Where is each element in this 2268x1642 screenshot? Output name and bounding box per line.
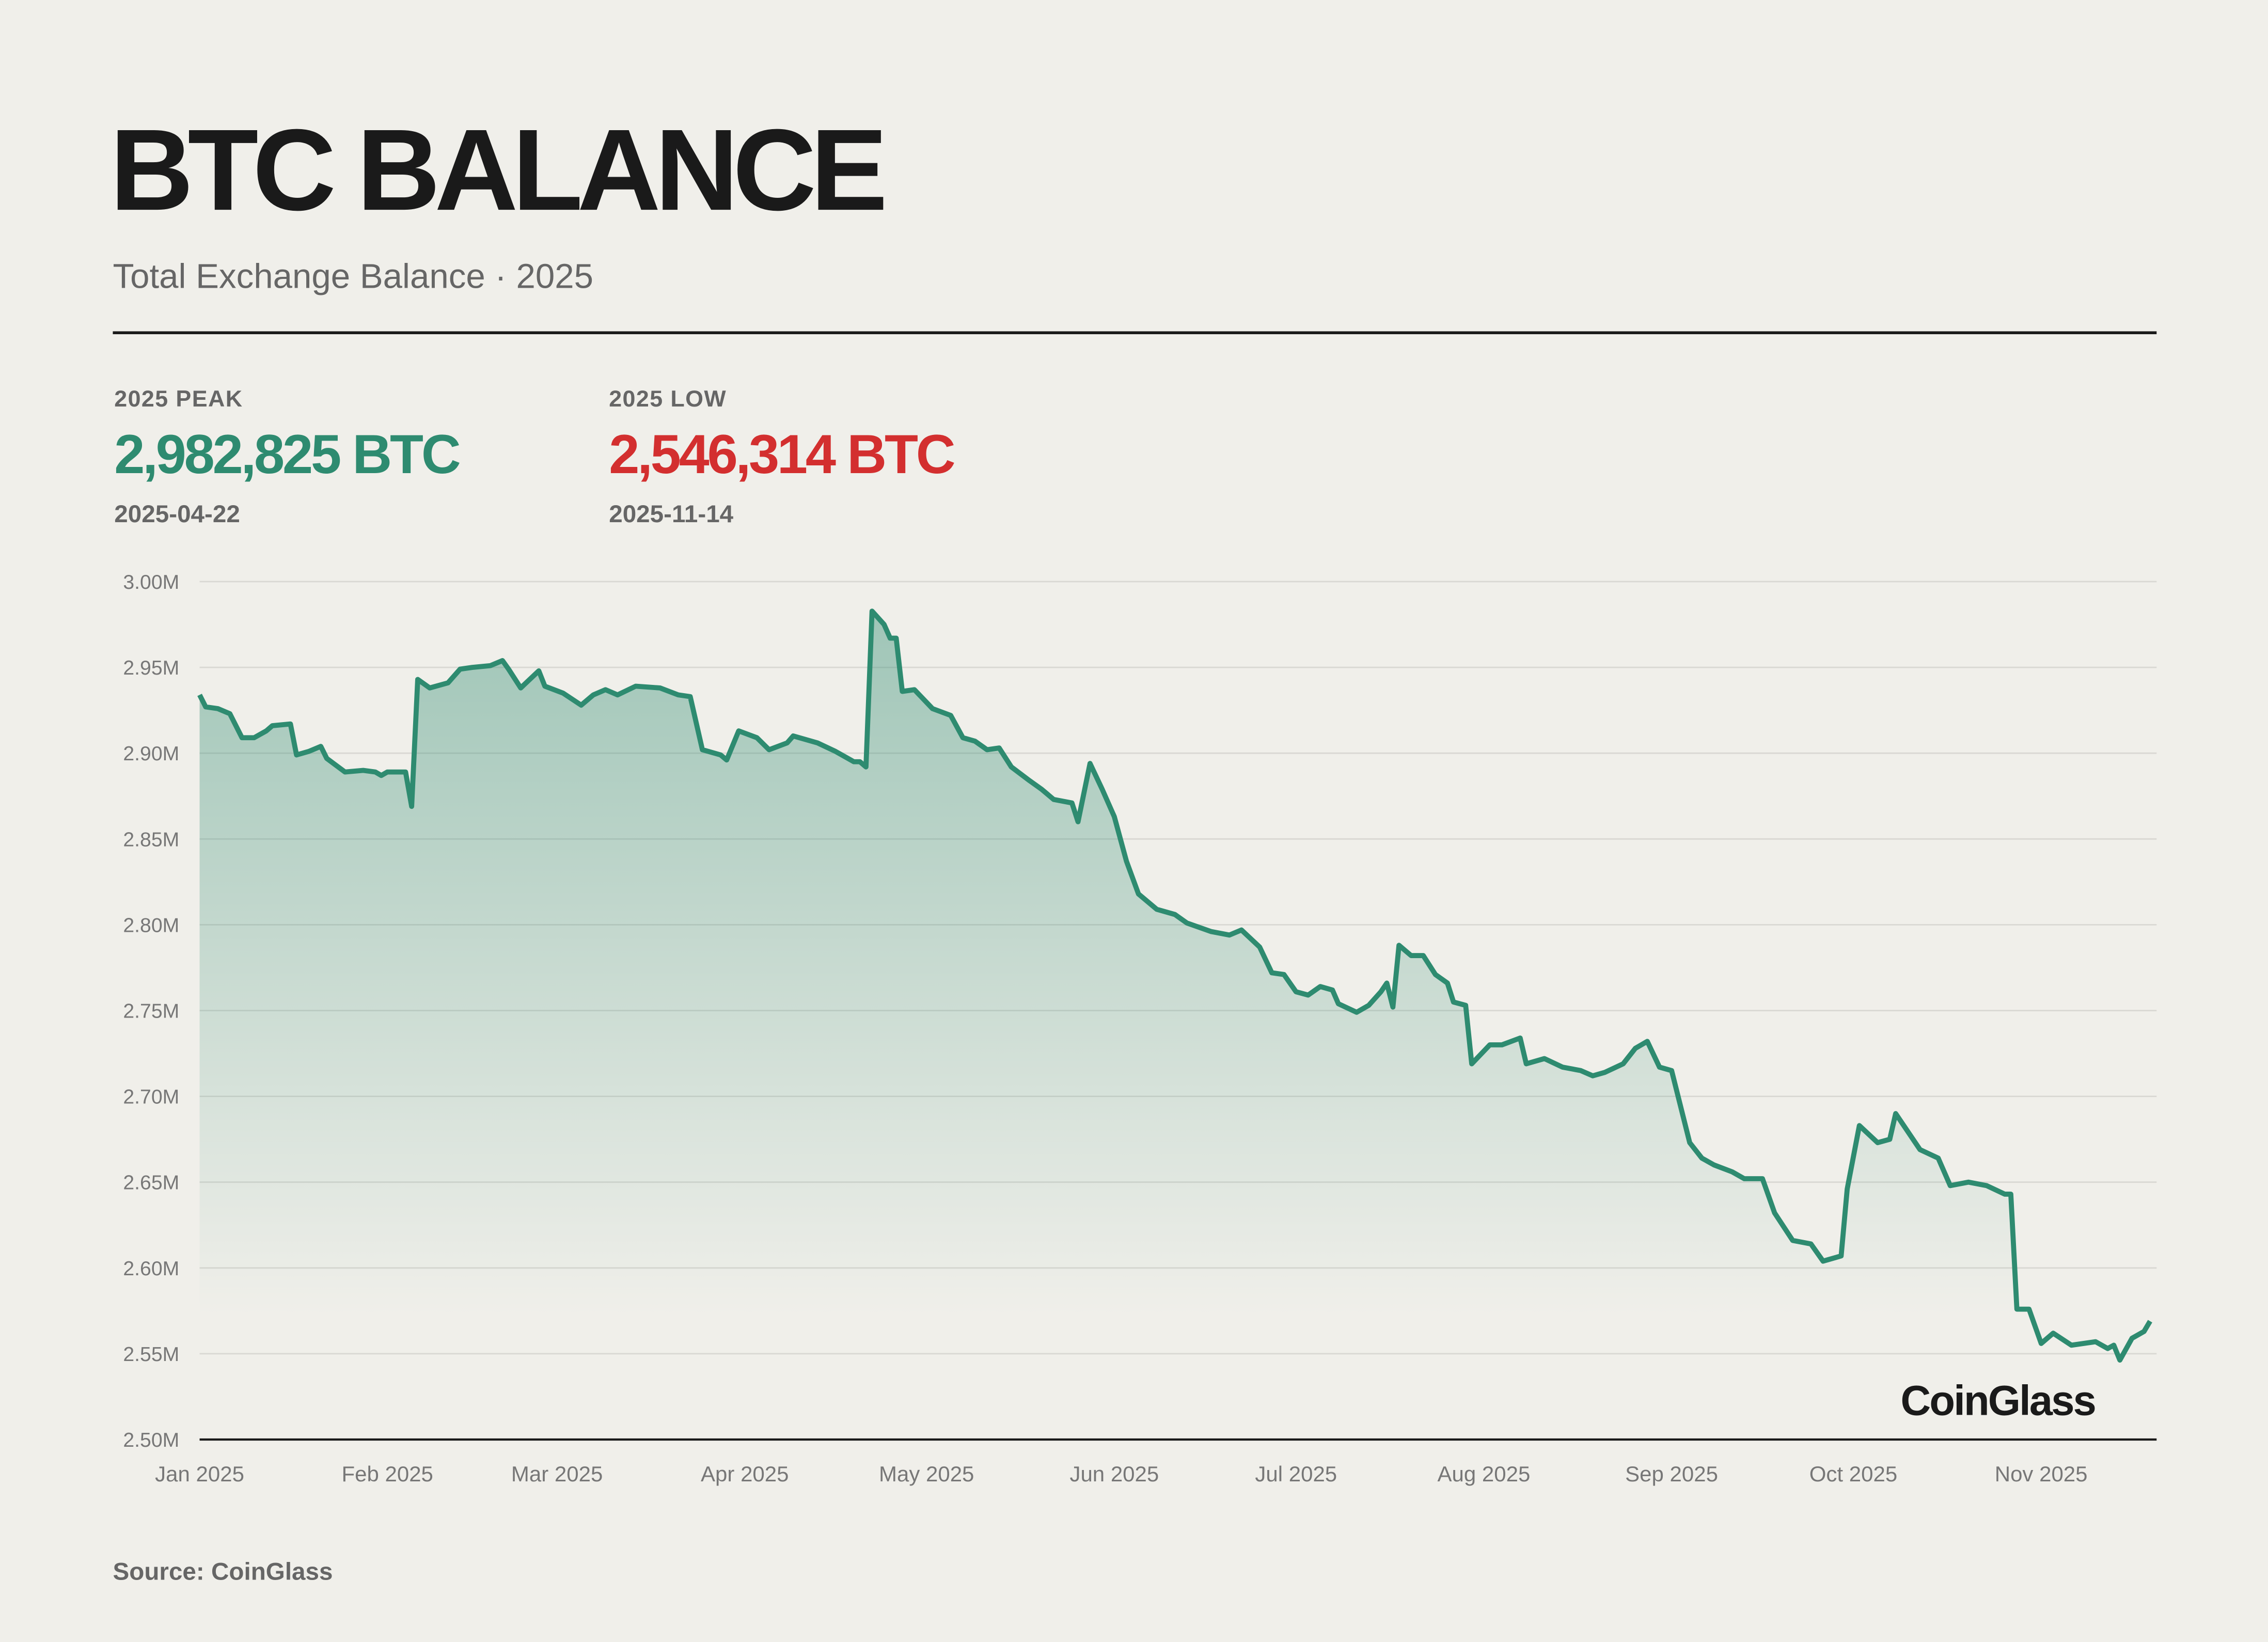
x-tick-label: Jan 2025 [155, 1462, 244, 1486]
x-tick-label: Jun 2025 [1069, 1462, 1159, 1486]
y-tick-label: 2.65M [123, 1172, 179, 1194]
y-tick-label: 2.90M [123, 743, 179, 765]
divider [113, 331, 2157, 335]
low-date: 2025-11-14 [609, 501, 734, 528]
peak-stat: 2025 PEAK 2,982,825 BTC 2025-04-22 [114, 387, 461, 529]
balance-area [199, 611, 2150, 1440]
x-tick-label: Aug 2025 [1438, 1462, 1531, 1486]
x-tick-label: Feb 2025 [341, 1462, 433, 1486]
y-tick-label: 3.00M [123, 571, 179, 593]
x-tick-label: Nov 2025 [1995, 1462, 2088, 1486]
y-tick-label: 2.70M [123, 1086, 179, 1108]
x-tick-label: May 2025 [879, 1462, 974, 1486]
y-tick-label: 2.60M [123, 1258, 179, 1280]
y-tick-label: 2.80M [123, 914, 179, 936]
x-tick-label: Sep 2025 [1625, 1462, 1718, 1486]
low-stat: 2025 LOW 2,546,314 BTC 2025-11-14 [609, 387, 955, 529]
balance-line [197, 608, 2152, 1363]
source-note: Source: CoinGlass [113, 1558, 333, 1586]
x-tick-label: Oct 2025 [1809, 1462, 1897, 1486]
y-tick-label: 2.50M [123, 1429, 179, 1451]
peak-value: 2,982,825 BTC [114, 425, 461, 487]
peak-date: 2025-04-22 [114, 501, 240, 528]
peak-label: 2025 PEAK [114, 387, 243, 413]
low-label: 2025 LOW [609, 387, 727, 413]
x-tick-label: Mar 2025 [511, 1462, 603, 1486]
low-value: 2,546,314 BTC [609, 425, 955, 487]
y-tick-label: 2.55M [123, 1343, 179, 1366]
x-tick-label: Apr 2025 [701, 1462, 789, 1486]
x-tick-label: Jul 2025 [1255, 1462, 1337, 1486]
y-tick-label: 2.95M [123, 657, 179, 679]
y-tick-label: 2.75M [123, 1000, 179, 1023]
page-subtitle: Total Exchange Balance · 2025 [113, 257, 594, 297]
coinglass-logo: CoinGlass [1900, 1379, 2097, 1425]
y-tick-label: 2.85M [123, 828, 179, 851]
page-title: BTC BALANCE [109, 105, 888, 234]
